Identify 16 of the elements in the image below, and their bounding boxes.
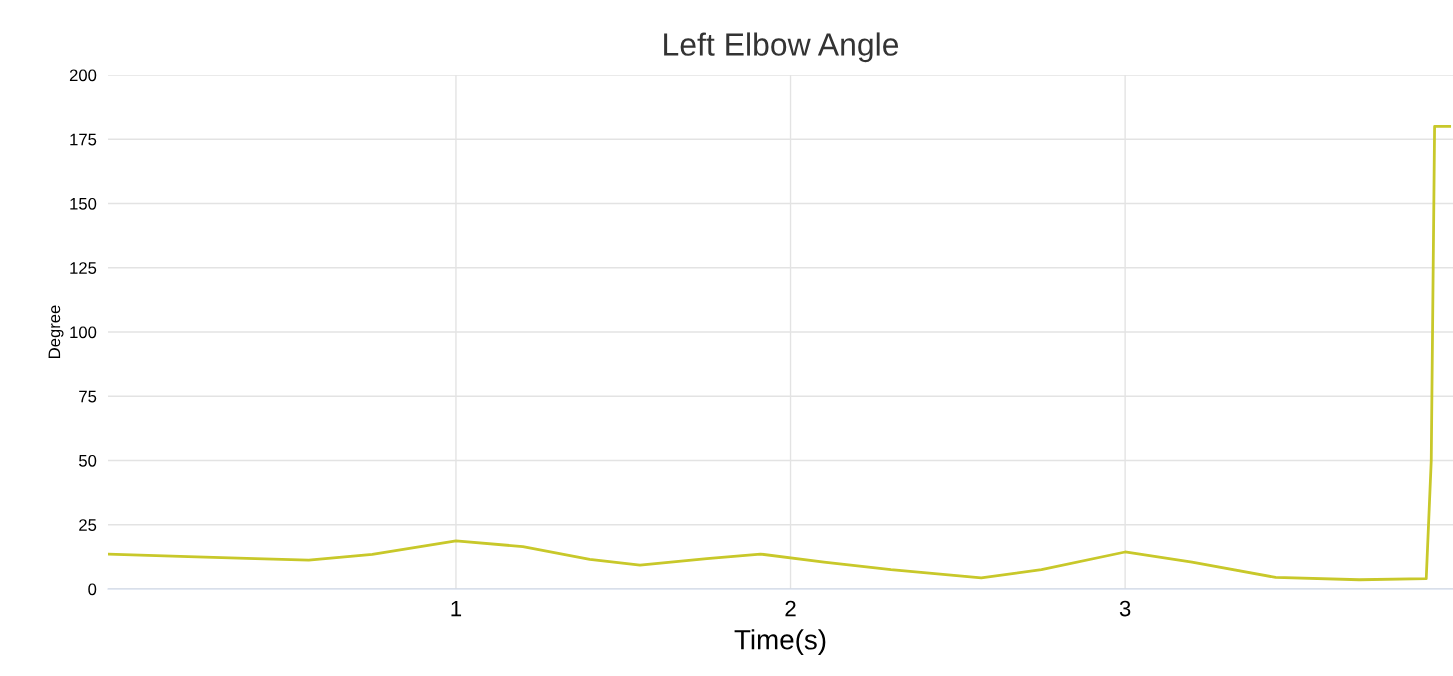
x-tick-label: 3: [1119, 600, 1131, 617]
y-tick-label: 75: [79, 390, 97, 403]
y-tick-label: 100: [70, 326, 97, 339]
y-tick-label: 50: [79, 454, 97, 467]
y-tick-label: 125: [70, 262, 97, 274]
y-tick-label: 200: [69, 69, 97, 82]
y-tick-label: 150: [70, 197, 97, 210]
y-tick-label: 25: [79, 519, 97, 531]
y-tick-label: 175: [70, 133, 97, 146]
line-series: [108, 125, 1452, 582]
x-tick-label: 1: [451, 600, 462, 617]
y-axis-title: Degree: [48, 305, 64, 358]
x-axis-title: Time(s): [734, 629, 826, 656]
y-tick-label: 0: [88, 583, 97, 596]
x-tick-label: 2: [785, 600, 796, 617]
chart-title: Left Elbow Angle: [664, 32, 899, 63]
